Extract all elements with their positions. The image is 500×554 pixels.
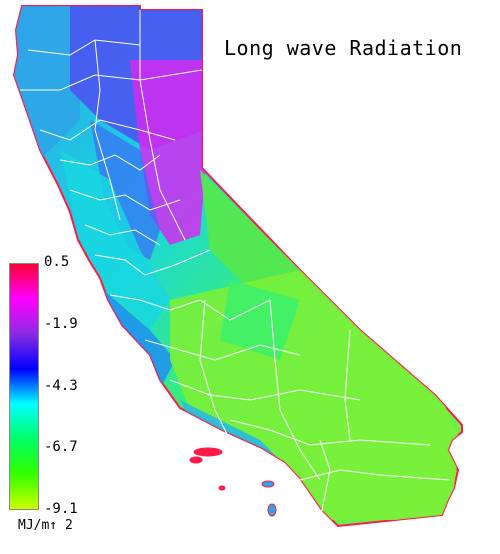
county-border-line	[299, 469, 451, 481]
county-border-line	[109, 294, 271, 321]
county-border-line	[27, 39, 141, 56]
channel-islands	[189, 447, 277, 517]
island	[267, 503, 277, 517]
island	[261, 480, 275, 488]
color-scale-bar	[9, 263, 39, 510]
island	[189, 456, 203, 464]
central-valley-region	[60, 150, 170, 330]
color-scale-tick-label: -9.1	[44, 501, 78, 517]
county-border-line	[94, 249, 211, 276]
island	[218, 485, 226, 491]
color-scale-tick-label: -6.7	[44, 439, 78, 456]
county-border-line	[319, 439, 331, 521]
owens-region	[220, 280, 300, 360]
county-border-line	[94, 39, 121, 221]
county-border-line	[269, 299, 321, 481]
color-scale-tick-label: -1.9	[44, 315, 78, 332]
color-scale-tick-label: 0.5	[44, 254, 70, 270]
county-border-line	[39, 119, 176, 141]
county-border-line	[169, 379, 361, 401]
county-border-line	[69, 189, 181, 211]
county-border-line	[20, 69, 203, 91]
units-label: MJ/m↑ 2	[18, 518, 73, 533]
county-border-line	[199, 299, 231, 441]
map-title: Long wave Radiation	[224, 36, 463, 60]
county-border-line	[229, 419, 431, 446]
island	[193, 447, 223, 457]
county-borders	[20, 10, 451, 521]
county-border-line	[59, 154, 161, 171]
sierra-mid-region	[90, 120, 160, 260]
county-border-line	[84, 224, 161, 246]
county-border-line	[144, 339, 301, 361]
county-border-line	[344, 329, 351, 441]
radiation-field	[14, 6, 460, 520]
great-basin-edge-region	[200, 170, 300, 290]
county-border-line	[139, 10, 186, 241]
color-scale-tick-label: -4.3	[44, 377, 78, 394]
